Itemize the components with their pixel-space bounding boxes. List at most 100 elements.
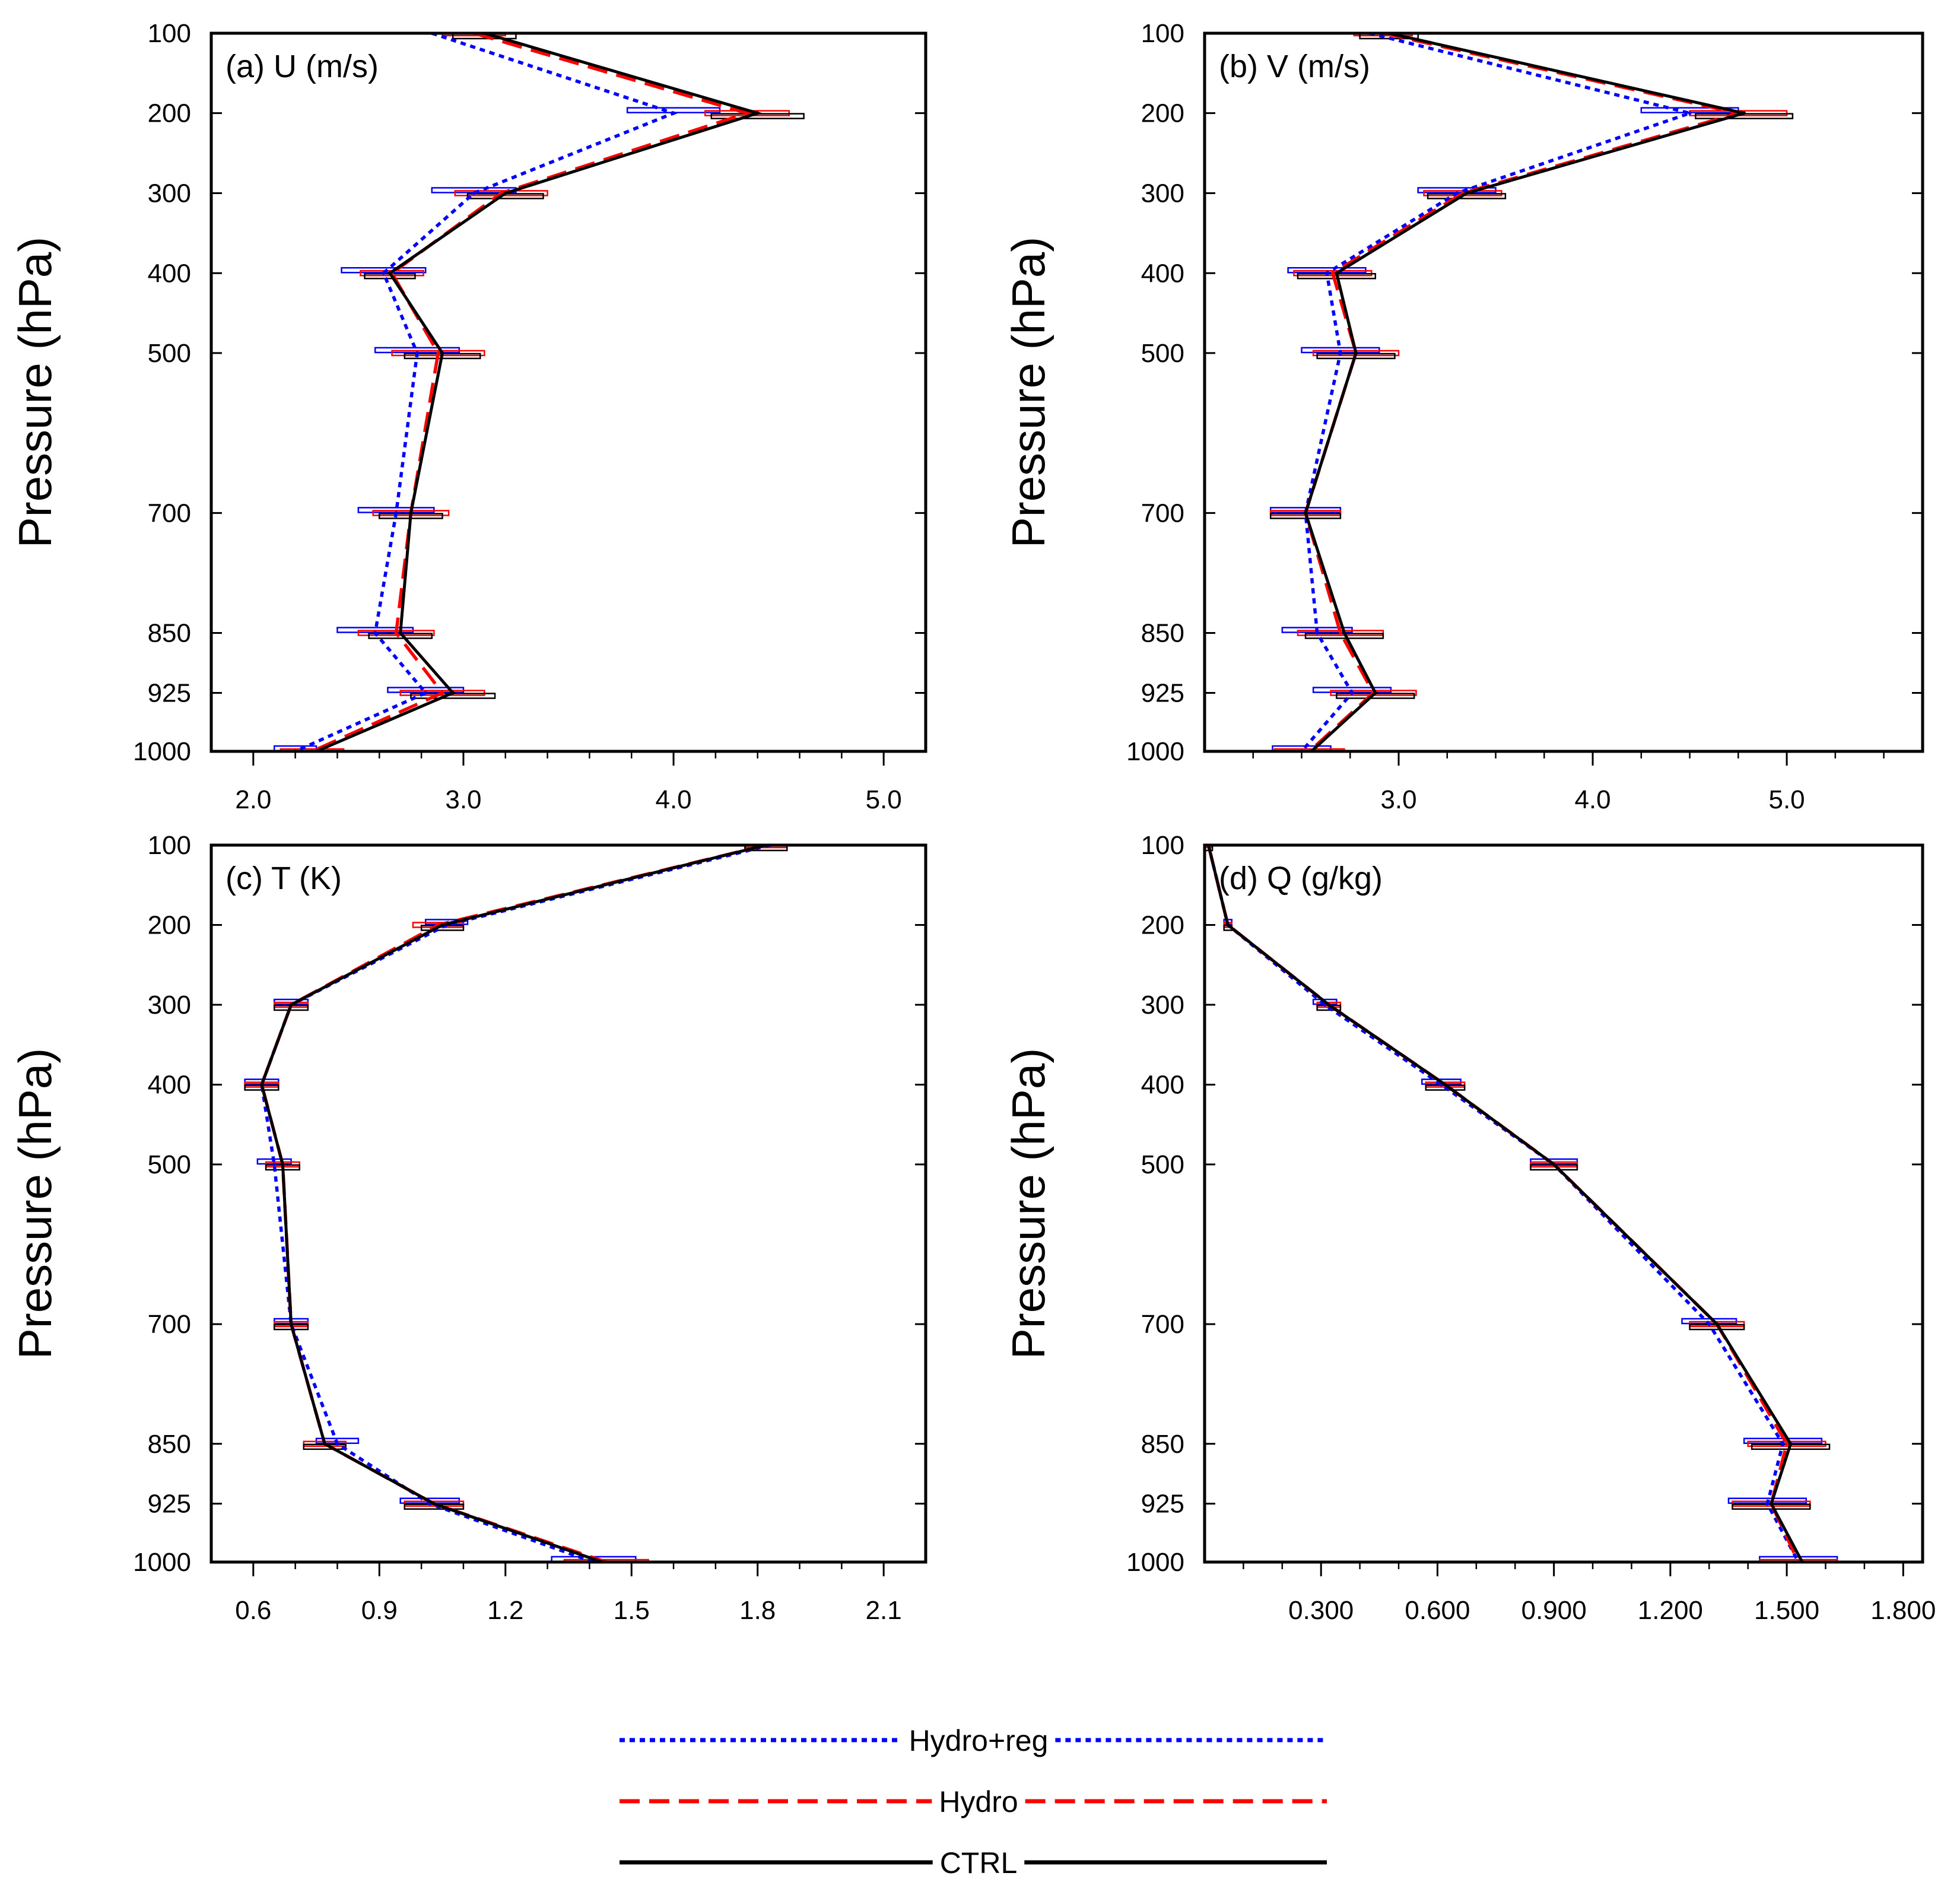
x-tick-label: 1.800 bbox=[1870, 1596, 1936, 1625]
y-tick-label: 925 bbox=[148, 679, 191, 708]
data-point bbox=[394, 631, 398, 635]
y-tick-label: 500 bbox=[1141, 339, 1184, 368]
data-point bbox=[1688, 111, 1692, 115]
y-axis-title: Pressure (hPa) bbox=[1002, 1048, 1054, 1360]
data-point bbox=[1338, 631, 1342, 635]
y-axis-title: Pressure (hPa) bbox=[9, 1048, 61, 1360]
series-line-hydro bbox=[311, 33, 753, 751]
data-point bbox=[1226, 923, 1230, 927]
data-point bbox=[398, 631, 402, 635]
y-tick-label: 1000 bbox=[133, 737, 191, 766]
data-point bbox=[259, 1083, 263, 1087]
series-line-ctrl bbox=[1304, 33, 1745, 751]
y-tick-label: 100 bbox=[148, 831, 191, 860]
x-tick-label: 3.0 bbox=[445, 785, 481, 814]
data-point bbox=[1785, 1442, 1789, 1446]
x-tick-label: 4.0 bbox=[655, 785, 691, 814]
data-point bbox=[755, 111, 760, 115]
data-point bbox=[1315, 631, 1319, 635]
x-tick-label: 1.2 bbox=[487, 1596, 523, 1625]
y-tick-label: 300 bbox=[148, 179, 191, 208]
data-point bbox=[440, 691, 444, 695]
y-tick-label: 500 bbox=[148, 339, 191, 368]
legend-label: Hydro+reg bbox=[909, 1724, 1049, 1757]
data-point bbox=[1373, 691, 1377, 695]
y-tick-label: 925 bbox=[1141, 679, 1184, 708]
series-line-ctrl bbox=[1207, 845, 1804, 1562]
data-point bbox=[440, 351, 444, 355]
plot-frame bbox=[1203, 843, 1924, 1564]
series-line-hydro-reg bbox=[294, 33, 679, 751]
chart-panel-2: 100 200 300 400 500 700 850 925 1000 3.0 4.0 5.0 (b)… bbox=[1002, 19, 1924, 814]
y-tick-label: 200 bbox=[1141, 99, 1184, 128]
y-tick-label: 700 bbox=[148, 499, 191, 528]
x-tick-label: 0.900 bbox=[1521, 1596, 1587, 1625]
y-tick-label: 850 bbox=[148, 618, 191, 647]
plot-area bbox=[244, 845, 792, 1562]
series-line-hydro-reg bbox=[1206, 845, 1800, 1562]
chart-panel-1: 100 200 300 400 500 700 850 925 1000 2.0 3.0 4.0 5.0… bbox=[9, 19, 927, 814]
data-point bbox=[424, 691, 428, 695]
y-tick-label: 850 bbox=[148, 1430, 191, 1459]
plot-frame bbox=[209, 843, 927, 1564]
error-bar-hydro bbox=[1273, 748, 1345, 751]
data-point bbox=[436, 351, 440, 355]
data-point bbox=[1789, 1442, 1793, 1446]
y-tick-label: 1000 bbox=[133, 1548, 191, 1577]
data-point bbox=[409, 511, 413, 515]
legend: Hydro+reg Hydro CTRL bbox=[620, 1724, 1327, 1880]
chart-panels: 100 200 300 400 500 700 850 925 1000 2.0 3.0 4.0 5.0… bbox=[9, 19, 1936, 1625]
y-tick-label: 400 bbox=[1141, 259, 1184, 288]
y-tick-label: 100 bbox=[148, 19, 191, 48]
data-point bbox=[1455, 191, 1459, 195]
data-point bbox=[451, 691, 455, 695]
y-tick-label: 1000 bbox=[1126, 1548, 1184, 1577]
data-point bbox=[1354, 351, 1358, 355]
x-tick-label: 1.8 bbox=[739, 1596, 776, 1625]
data-point bbox=[503, 191, 507, 195]
plot-area bbox=[1269, 33, 1794, 751]
error-bar-hydro bbox=[1759, 1558, 1838, 1562]
x-tick-label: 2.1 bbox=[866, 1596, 902, 1625]
data-point bbox=[289, 1322, 293, 1326]
y-tick-label: 200 bbox=[148, 910, 191, 939]
y-tick-label: 400 bbox=[148, 1071, 191, 1100]
chart-panel-4: 100 200 300 400 500 700 850 925 1000 0.300 0.600 0.… bbox=[1002, 831, 1936, 1625]
plot-area bbox=[273, 33, 805, 751]
x-tick-label: 1.500 bbox=[1754, 1596, 1819, 1625]
y-axis-title: Pressure (hPa) bbox=[9, 237, 61, 548]
x-tick-label: 3.0 bbox=[1380, 785, 1416, 814]
data-point bbox=[373, 631, 377, 635]
data-point bbox=[272, 1163, 277, 1167]
panel-title: (d) Q (g/kg) bbox=[1219, 861, 1383, 896]
y-tick-label: 200 bbox=[148, 99, 191, 128]
error-bar-hydro bbox=[279, 748, 345, 751]
data-point bbox=[1327, 1003, 1331, 1007]
x-tick-label: 0.600 bbox=[1405, 1596, 1470, 1625]
data-point bbox=[1781, 1442, 1785, 1446]
y-tick-label: 500 bbox=[148, 1150, 191, 1179]
data-point bbox=[1342, 631, 1346, 635]
chart-panel-3: 100 200 300 400 500 700 850 925 1000 0.6 0.9 1.2 1.5… bbox=[9, 831, 927, 1625]
series-line-hydro-reg bbox=[1300, 33, 1696, 751]
legend-label: Hydro bbox=[939, 1785, 1018, 1818]
x-tick-label: 0.9 bbox=[361, 1596, 398, 1625]
x-tick-label: 4.0 bbox=[1574, 785, 1610, 814]
y-tick-label: 400 bbox=[1141, 1071, 1184, 1100]
y-tick-label: 500 bbox=[1141, 1150, 1184, 1179]
x-tick-label: 1.200 bbox=[1638, 1596, 1703, 1625]
data-point bbox=[472, 191, 476, 195]
x-tick-label: 1.5 bbox=[614, 1596, 650, 1625]
data-point bbox=[1715, 1322, 1719, 1326]
y-tick-label: 700 bbox=[148, 1310, 191, 1339]
data-point bbox=[415, 351, 420, 355]
data-point bbox=[382, 271, 386, 275]
data-point bbox=[672, 111, 676, 115]
panel-title: (c) T (K) bbox=[225, 861, 342, 896]
y-tick-label: 850 bbox=[1141, 1430, 1184, 1459]
data-point bbox=[1742, 111, 1746, 115]
data-point bbox=[1338, 351, 1342, 355]
plot-frame bbox=[1203, 31, 1924, 753]
data-point bbox=[1304, 511, 1308, 515]
